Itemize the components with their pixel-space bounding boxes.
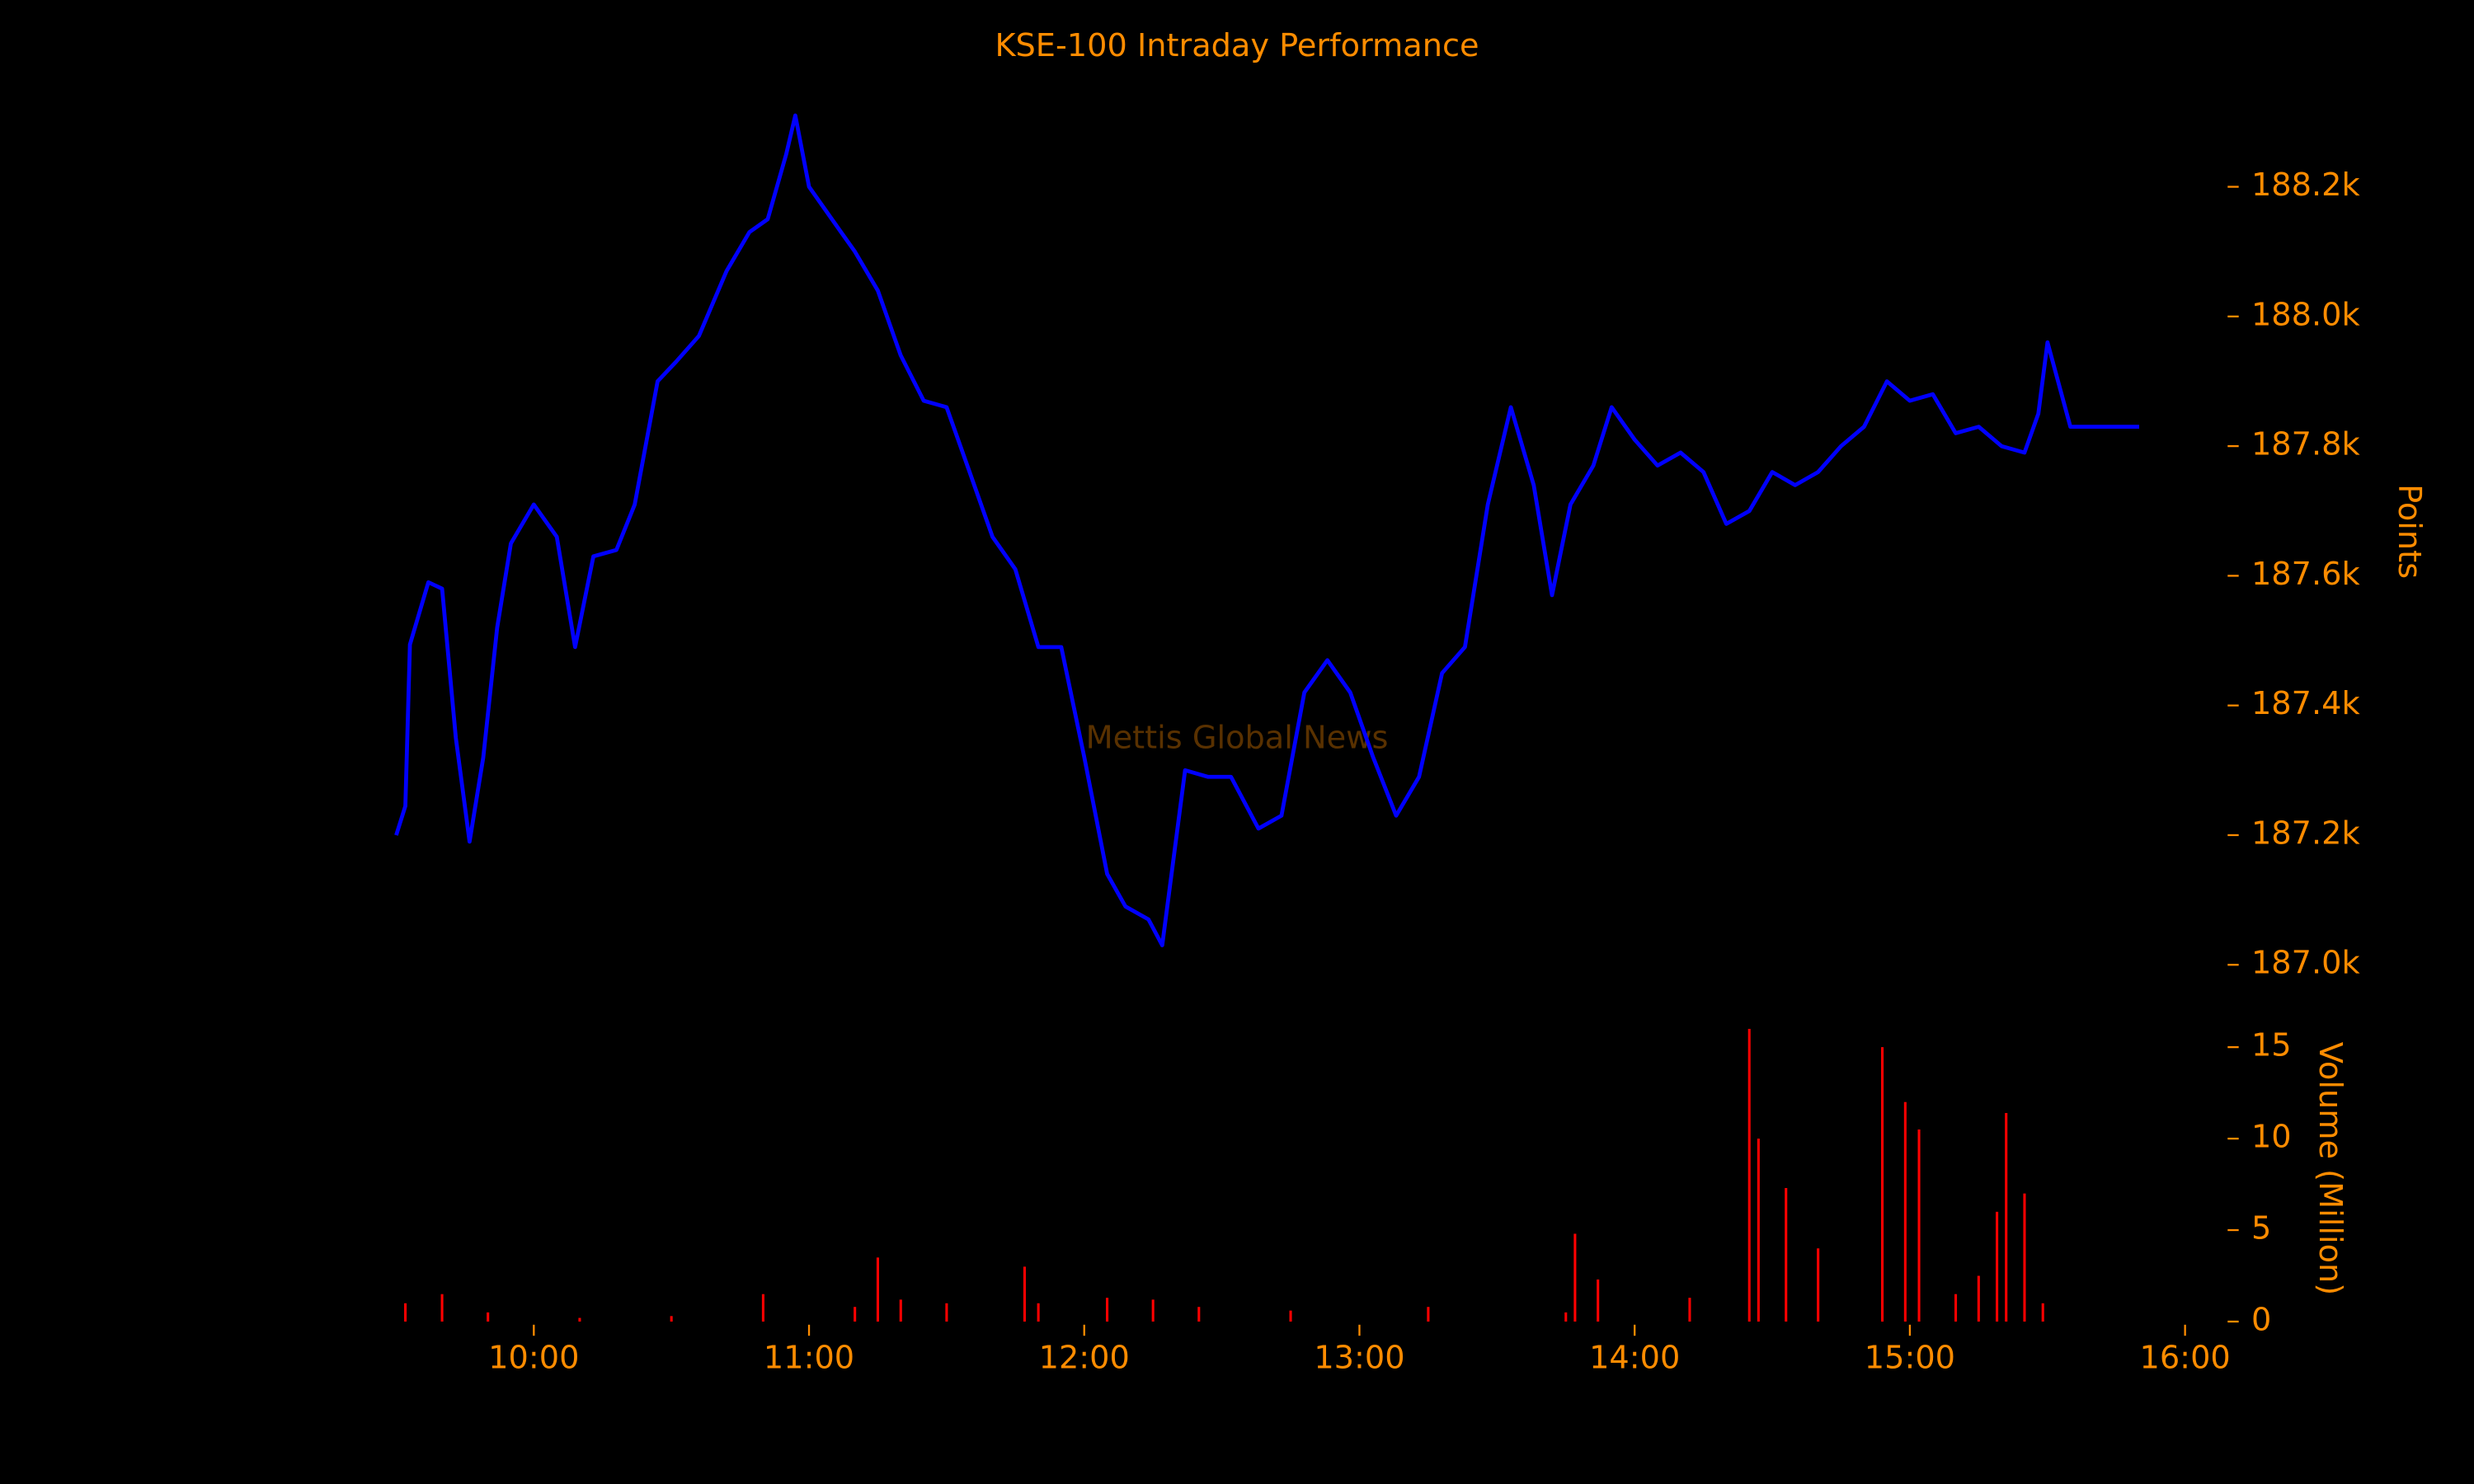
volume-bar [578,1317,581,1322]
price-line [394,113,2139,947]
volume-bar [1289,1310,1292,1322]
x-tick-label: 14:00 [1589,1339,1680,1376]
volume-bar [1151,1299,1155,1322]
volume-bar [670,1316,673,1322]
volume-bar [1023,1266,1026,1322]
volume-bar [1817,1248,1820,1322]
y-tick-label: 15 [2251,1027,2292,1064]
volume-bar [761,1294,764,1322]
y-axis-label: Volume (Million) [2312,1042,2349,1295]
y-tick-label: 188.2k [2251,167,2361,204]
volume-bar [1197,1307,1201,1322]
volume-bar [945,1303,948,1322]
volume-bar [1996,1211,1999,1322]
y-tick-label: 187.2k [2251,815,2361,852]
volume-bar [1597,1279,1600,1322]
y-tick-label: 0 [2251,1301,2271,1338]
volume-bar [2041,1303,2044,1322]
volume-bar [1977,1275,1980,1322]
volume-bar [899,1299,902,1322]
volume-bar [404,1303,407,1322]
volume-bar [440,1294,444,1322]
volume-bar [1785,1187,1788,1322]
y-tick-label: 188.0k [2251,296,2361,333]
y-tick-label: 187.6k [2251,556,2361,593]
volume-bar [1688,1298,1691,1322]
volume-bar [1881,1047,1884,1322]
volume-bar [1573,1233,1577,1322]
volume-bar [1106,1298,1109,1322]
volume-bar [1037,1303,1040,1322]
y-tick-label: 187.4k [2251,685,2361,722]
volume-bar [1747,1028,1751,1322]
y-tick-label: 10 [2251,1119,2292,1156]
x-tick-label: 13:00 [1314,1339,1404,1376]
volume-bar [2005,1113,2008,1322]
volume-bar [487,1312,490,1322]
x-tick-label: 11:00 [764,1339,854,1376]
volume-bar [1903,1101,1907,1322]
watermark: Mettis Global News [1086,720,1389,757]
y-tick-label: 5 [2251,1210,2271,1247]
volume-bar [1954,1294,1958,1322]
volume-bar [1564,1312,1568,1322]
x-tick-label: 15:00 [1865,1339,1955,1376]
volume-bar [876,1257,879,1322]
volume-bar [2023,1193,2026,1322]
chart-title: KSE-100 Intraday Performance [995,27,1479,64]
y-tick-label: 187.8k [2251,426,2361,463]
volume-bar [854,1307,857,1322]
x-tick-label: 10:00 [488,1339,579,1376]
volume-bar [1917,1129,1921,1322]
y-tick-label: 187.0k [2251,945,2361,982]
volume-bar [1757,1139,1760,1322]
y-axis-label: Points [2391,484,2428,579]
volume-bar [1427,1307,1430,1322]
x-tick-label: 12:00 [1039,1339,1130,1376]
x-tick-label: 16:00 [2140,1339,2231,1376]
